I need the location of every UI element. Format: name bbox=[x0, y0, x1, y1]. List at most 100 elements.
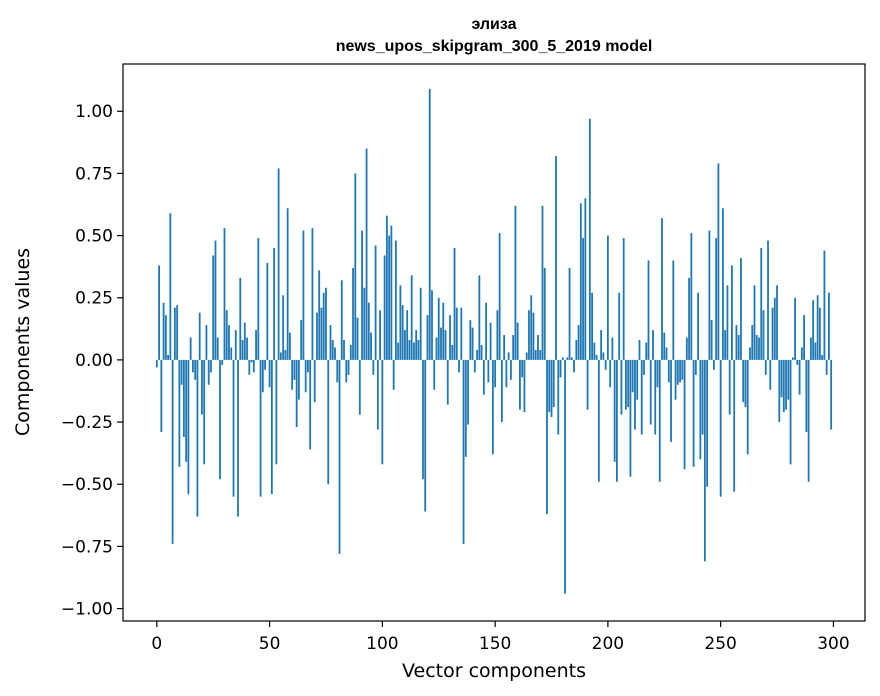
bars-group bbox=[155, 88, 833, 594]
bar-component-118 bbox=[422, 359, 424, 480]
bar-component-138 bbox=[467, 359, 469, 425]
bar-component-165 bbox=[528, 310, 530, 360]
bar-component-52 bbox=[273, 248, 275, 360]
bar-component-116 bbox=[417, 340, 420, 360]
bar-component-53 bbox=[275, 359, 278, 465]
bar-component-181 bbox=[564, 359, 566, 594]
x-tick-label: 300 bbox=[817, 634, 849, 654]
bar-component-148 bbox=[489, 322, 492, 360]
x-axis-ticks: 0 50 100 150 200 250 300 bbox=[151, 621, 850, 654]
bar-component-35 bbox=[234, 330, 237, 360]
bar-component-187 bbox=[577, 325, 580, 360]
y-tick-label: 0.25 bbox=[75, 289, 113, 309]
bar-component-189 bbox=[582, 238, 584, 360]
bar-component-126 bbox=[440, 327, 442, 360]
bar-component-47 bbox=[261, 359, 264, 393]
chart-title: элиза bbox=[471, 16, 516, 33]
bar-component-119 bbox=[424, 359, 427, 512]
x-tick-label: 100 bbox=[366, 634, 398, 654]
bar-component-75 bbox=[325, 287, 327, 360]
bar-component-0 bbox=[155, 359, 158, 368]
bar-component-232 bbox=[679, 359, 681, 383]
y-tick-label: −1.00 bbox=[61, 600, 113, 620]
bar-component-197 bbox=[600, 330, 603, 360]
bar-component-215 bbox=[640, 359, 643, 435]
bar-component-221 bbox=[654, 359, 657, 435]
bar-component-195 bbox=[595, 354, 598, 360]
bar-component-7 bbox=[171, 359, 174, 544]
bar-component-241 bbox=[699, 359, 702, 460]
bar-component-30 bbox=[223, 228, 226, 360]
x-tick-label: 250 bbox=[704, 634, 736, 654]
bar-component-224 bbox=[661, 218, 663, 360]
bar-component-194 bbox=[593, 342, 596, 360]
bar-component-244 bbox=[706, 359, 709, 487]
bar-component-79 bbox=[334, 347, 336, 360]
bar-component-192 bbox=[588, 118, 591, 360]
bar-component-208 bbox=[625, 359, 627, 410]
bar-component-136 bbox=[462, 359, 465, 544]
bar-component-21 bbox=[203, 359, 206, 465]
bar-component-141 bbox=[473, 359, 476, 373]
bar-component-108 bbox=[399, 285, 402, 360]
bar-component-92 bbox=[363, 287, 366, 360]
bar-component-41 bbox=[248, 359, 251, 375]
bar-component-59 bbox=[288, 332, 291, 360]
bar-component-70 bbox=[313, 359, 316, 403]
bar-component-167 bbox=[532, 312, 535, 360]
bar-component-63 bbox=[298, 359, 300, 400]
bar-component-62 bbox=[295, 359, 298, 428]
bar-component-24 bbox=[210, 359, 212, 373]
bar-component-82 bbox=[340, 280, 343, 360]
y-tick-label: −0.50 bbox=[61, 475, 113, 495]
bar-component-252 bbox=[724, 330, 727, 360]
bar-component-269 bbox=[762, 310, 765, 360]
bar-component-26 bbox=[214, 240, 217, 360]
bar-component-153 bbox=[500, 359, 503, 423]
bar-component-49 bbox=[266, 262, 269, 360]
bar-component-203 bbox=[613, 359, 616, 462]
bar-component-225 bbox=[663, 332, 666, 360]
bar-component-128 bbox=[444, 330, 447, 360]
bar-component-200 bbox=[606, 235, 609, 360]
bar-component-254 bbox=[728, 359, 731, 415]
bar-component-267 bbox=[758, 337, 760, 360]
bar-component-290 bbox=[809, 337, 812, 360]
bar-component-176 bbox=[552, 359, 555, 408]
bar-component-257 bbox=[735, 325, 738, 360]
y-tick-label: 0.50 bbox=[75, 227, 113, 247]
bar-component-27 bbox=[216, 337, 219, 360]
bar-component-183 bbox=[568, 267, 571, 360]
bar-component-5 bbox=[167, 354, 169, 360]
bar-component-32 bbox=[228, 325, 230, 360]
bar-component-97 bbox=[374, 245, 377, 360]
bar-component-55 bbox=[279, 352, 282, 360]
bar-component-226 bbox=[665, 347, 668, 360]
bar-component-20 bbox=[201, 359, 203, 415]
bar-component-19 bbox=[198, 312, 201, 360]
bar-component-106 bbox=[394, 240, 397, 360]
bar-component-16 bbox=[192, 359, 194, 373]
bar-component-14 bbox=[187, 359, 190, 495]
bar-component-1 bbox=[158, 265, 160, 360]
bar-component-196 bbox=[597, 359, 600, 482]
bar-component-265 bbox=[753, 285, 756, 360]
bar-component-279 bbox=[785, 359, 787, 410]
bar-component-288 bbox=[805, 359, 808, 433]
bar-component-29 bbox=[221, 359, 224, 365]
bar-component-242 bbox=[701, 359, 704, 435]
bar-component-193 bbox=[591, 292, 593, 360]
bar-component-173 bbox=[546, 359, 548, 515]
bar-component-246 bbox=[710, 320, 713, 360]
bar-component-58 bbox=[286, 208, 289, 360]
bar-component-216 bbox=[643, 359, 645, 375]
bar-component-114 bbox=[413, 342, 415, 360]
bar-component-64 bbox=[300, 320, 303, 360]
bar-component-11 bbox=[180, 359, 183, 385]
bar-component-190 bbox=[584, 198, 587, 360]
bar-component-48 bbox=[264, 359, 266, 370]
x-tick-label: 200 bbox=[592, 634, 624, 654]
bar-component-217 bbox=[645, 342, 648, 360]
bar-component-34 bbox=[232, 359, 235, 497]
bar-component-293 bbox=[816, 295, 819, 360]
